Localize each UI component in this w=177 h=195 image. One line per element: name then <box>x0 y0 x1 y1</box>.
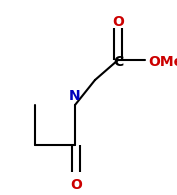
Text: C: C <box>113 55 123 69</box>
Text: O: O <box>112 15 124 29</box>
Text: OMe: OMe <box>148 55 177 69</box>
Text: O: O <box>70 178 82 192</box>
Text: N: N <box>69 89 81 103</box>
